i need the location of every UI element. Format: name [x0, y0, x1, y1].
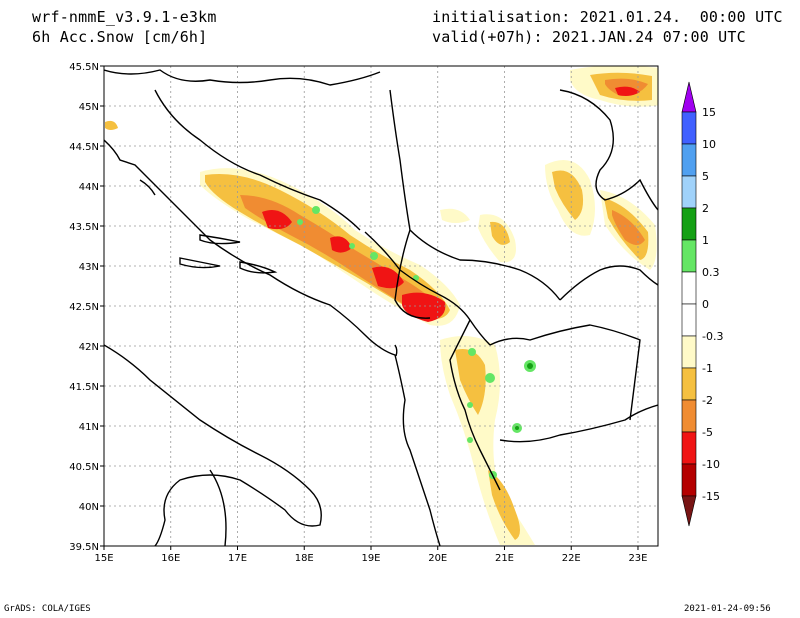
x-tick-label: 21E — [495, 553, 514, 564]
snow-patch-istria — [105, 120, 118, 130]
snow-band-east — [545, 66, 658, 270]
legend-label: 15 — [702, 106, 716, 119]
legend-label: 5 — [702, 170, 709, 183]
legend-swatch — [681, 431, 697, 465]
legend-label: -10 — [702, 458, 720, 471]
legend-arrow-top — [681, 81, 697, 113]
legend-label: 0.3 — [702, 266, 720, 279]
legend-label: 1 — [702, 234, 709, 247]
legend-swatch — [681, 175, 697, 209]
x-tick-label: 18E — [295, 553, 314, 564]
coastlines-borders — [104, 69, 658, 546]
legend-swatch — [681, 463, 697, 497]
grid-lines — [104, 66, 658, 546]
init-time: initialisation: 2021.01.24. 00:00 UTC — [432, 8, 783, 26]
y-tick-label: 43.5N — [69, 222, 99, 233]
y-tick-label: 43N — [79, 262, 99, 273]
snow-field — [105, 66, 658, 545]
legend-label: -0.3 — [702, 330, 723, 343]
legend-label: -15 — [702, 490, 720, 503]
legend-colorbar: 15 10 5 2 1 0.3 0 -0.3 -1 -2 -5 -10 -15 — [681, 81, 723, 527]
legend-swatch — [681, 303, 697, 337]
x-tick-label: 23E — [628, 553, 647, 564]
footer-timestamp: 2021-01-24-09:56 — [684, 604, 771, 614]
legend-swatch — [681, 271, 697, 305]
y-tick-label: 40N — [79, 502, 99, 513]
snow-band-northwest — [200, 168, 460, 326]
legend-label: -2 — [702, 394, 713, 407]
legend-swatch — [681, 367, 697, 401]
legend-label: -1 — [702, 362, 713, 375]
legend-label: -5 — [702, 426, 713, 439]
legend-label: 2 — [702, 202, 709, 215]
snow-band-serbia — [440, 208, 516, 263]
legend-label: 0 — [702, 298, 709, 311]
legend-label: 10 — [702, 138, 716, 151]
x-tick-label: 17E — [228, 553, 247, 564]
x-axis-labels: 15E 16E 17E 18E 19E 20E 21E 22E 23E — [94, 546, 647, 564]
y-tick-label: 44N — [79, 182, 99, 193]
legend-swatch — [681, 239, 697, 273]
legend-swatch — [681, 335, 697, 369]
model-title: wrf-nmmE_v3.9.1-e3km — [32, 8, 217, 26]
x-tick-label: 19E — [361, 553, 380, 564]
y-tick-label: 40.5N — [69, 462, 99, 473]
x-tick-label: 15E — [94, 553, 113, 564]
y-axis-labels: 39.5N 40N 40.5N 41N 41.5N 42N 42.5N 43N 43.5N 44N… — [69, 62, 104, 553]
y-tick-label: 42N — [79, 342, 99, 353]
snow-band-south — [440, 336, 536, 545]
x-tick-label: 16E — [161, 553, 180, 564]
field-title: 6h Acc.Snow [cm/6h] — [32, 28, 208, 46]
x-tick-label: 22E — [562, 553, 581, 564]
legend-swatch — [681, 207, 697, 241]
y-tick-label: 41.5N — [69, 382, 99, 393]
credit-text: GrADS: COLA/IGES — [4, 604, 91, 614]
y-tick-label: 42.5N — [69, 302, 99, 313]
y-tick-label: 41N — [79, 422, 99, 433]
legend-arrow-bottom — [681, 495, 697, 527]
legend-swatch — [681, 111, 697, 145]
y-tick-label: 39.5N — [69, 542, 99, 553]
legend-swatch — [681, 143, 697, 177]
y-tick-label: 45N — [79, 102, 99, 113]
y-tick-label: 44.5N — [69, 142, 99, 153]
legend-swatch — [681, 399, 697, 433]
x-tick-label: 20E — [428, 553, 447, 564]
y-tick-label: 45.5N — [69, 62, 99, 73]
valid-time: valid(+07h): 2021.JAN.24 07:00 UTC — [432, 28, 746, 46]
